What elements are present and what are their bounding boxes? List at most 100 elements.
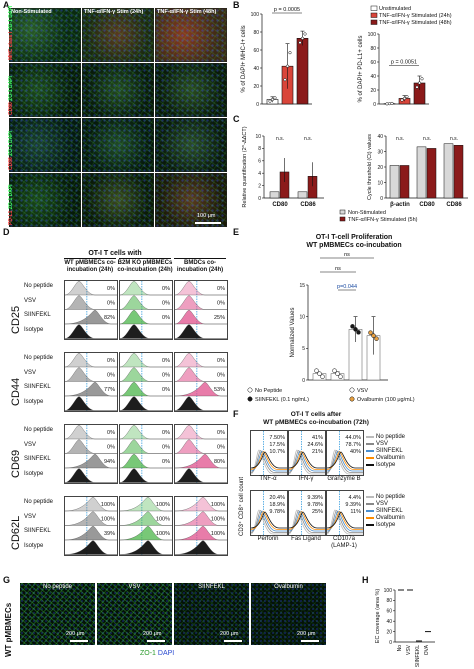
histogram-curve bbox=[65, 396, 117, 411]
percent-label: 77% bbox=[104, 387, 115, 393]
data-point bbox=[417, 81, 422, 85]
panel-f-label: F bbox=[233, 409, 239, 419]
histogram-curve bbox=[65, 425, 117, 440]
micrograph-tile bbox=[251, 583, 326, 645]
panel-a-column-header: Non-Stimulated bbox=[11, 9, 52, 15]
panel-a-column-header: TNF-α/IFN-γ Stim (48h) bbox=[157, 9, 217, 15]
legend-swatch bbox=[370, 19, 378, 25]
panel-d-group-header: WT pMBMECs co-incubation (24h) bbox=[64, 260, 116, 273]
micrograph-tile bbox=[174, 583, 249, 645]
panel-g-column-header: SIINFEKL bbox=[198, 584, 225, 590]
legend-label: SIINFEKL bbox=[376, 448, 403, 454]
micrograph-tile bbox=[155, 173, 227, 227]
panel-f-ylabel: CD3⁺ CD8⁺ cell count bbox=[239, 476, 245, 536]
histogram-svg: 100% 100% 100% bbox=[175, 497, 227, 555]
histogram-curve bbox=[251, 451, 287, 469]
percent-label: 44.0% bbox=[345, 435, 361, 441]
legend-label: Ovalbumin bbox=[376, 455, 405, 461]
legend-label: TNF-α/IFN-γ Stimulated (48h) bbox=[379, 20, 452, 26]
micrograph-tile bbox=[9, 63, 81, 117]
histogram-svg: 20.4%18.9%9.78% bbox=[251, 491, 287, 535]
percent-label: 100% bbox=[101, 502, 115, 508]
legend-swatch bbox=[339, 216, 346, 222]
histogram-curve bbox=[120, 468, 172, 483]
histogram-svg: 100% 100% 100% bbox=[120, 497, 172, 555]
data-point bbox=[320, 374, 325, 379]
dapi-stain-label: DAPI bbox=[157, 650, 175, 657]
histogram-curve bbox=[120, 497, 172, 512]
data-point bbox=[317, 371, 322, 376]
data-point bbox=[420, 77, 424, 81]
histogram-svg: 4.4%9.39%11% bbox=[327, 491, 363, 535]
panel-d-condition-label: No peptide bbox=[24, 499, 54, 505]
histogram-svg: 0% 0% 0% bbox=[120, 425, 172, 483]
panel-h-category: VSV bbox=[406, 644, 412, 655]
group-underline bbox=[119, 258, 171, 259]
data-point bbox=[385, 102, 389, 106]
histogram-curve bbox=[175, 367, 227, 382]
histogram-box: 0% 0% 25% bbox=[174, 280, 228, 340]
percent-label: 53% bbox=[214, 387, 225, 393]
legend-label: SIINFEKL bbox=[376, 508, 403, 514]
legend-marker bbox=[247, 387, 253, 393]
panel-b-ylabel: % of DAPI+ MHC-I+ cells bbox=[241, 25, 247, 92]
panel-b-1-tick-label: 20 bbox=[370, 88, 376, 94]
percent-label: 0% bbox=[107, 373, 115, 379]
bar bbox=[453, 145, 464, 199]
histogram-curve bbox=[65, 540, 117, 555]
legend-label: Non-Stimulated bbox=[348, 210, 386, 216]
legend-swatch bbox=[339, 209, 346, 215]
panel-b-label: B bbox=[233, 0, 240, 10]
histogram-svg: 44.0%78.7%40% bbox=[327, 431, 363, 475]
micrograph-tile bbox=[20, 583, 95, 645]
data-point bbox=[273, 96, 277, 100]
percent-label: 9.39% bbox=[307, 495, 323, 501]
histogram-box: 41% 24.6% 21% bbox=[288, 430, 326, 476]
panel-b-0-tick-label: 40 bbox=[253, 66, 259, 72]
panel-c-charts: 0 2 4 6 8 10 Relative quantification (2^-ΔΔCT)… bbox=[242, 126, 468, 223]
panel-g-column-header: VSV bbox=[128, 584, 141, 590]
legend-label: TNF-α/IFN-γ Stimulated (5h) bbox=[348, 217, 418, 223]
histogram-box: 0% 0% 80% bbox=[174, 424, 228, 484]
percent-label: 0% bbox=[217, 430, 225, 436]
histogram-svg: 0% 0% 53% bbox=[175, 353, 227, 411]
legend-line bbox=[366, 503, 374, 505]
percent-label: 10.7% bbox=[269, 449, 285, 455]
percent-label: 0% bbox=[107, 358, 115, 364]
panel-d-marker-label: CD69 bbox=[10, 449, 22, 478]
micrograph-tile bbox=[9, 8, 81, 62]
histogram-box: 0% 0% 94% bbox=[64, 424, 118, 484]
legend-label: Isotype bbox=[376, 522, 396, 528]
panel-g-column-header: No peptide bbox=[42, 584, 73, 590]
row-marker-label: PD-L1 bbox=[8, 209, 14, 225]
data-point bbox=[402, 96, 407, 100]
panel-b-1-tick-label: 60 bbox=[370, 60, 376, 66]
panel-c-left-tick-label: 4 bbox=[258, 171, 261, 177]
percent-label: 100% bbox=[211, 531, 225, 537]
data-point bbox=[338, 374, 343, 379]
scalebar-label: 200 μm bbox=[66, 631, 85, 637]
legend-label: Unstimulated bbox=[379, 6, 411, 12]
histogram-svg: 0% 0% 0% bbox=[120, 281, 172, 339]
panel-f-marker-label: Perforin bbox=[257, 536, 279, 542]
panel-e-tick-label: 5 bbox=[302, 346, 305, 352]
micrograph-tile bbox=[155, 8, 227, 62]
percent-label: 0% bbox=[162, 387, 170, 393]
panel-c-right-tick-label: 20 bbox=[377, 165, 383, 171]
data-point bbox=[283, 78, 287, 82]
panel-b-1-tick-label: 40 bbox=[370, 74, 376, 80]
percent-label: 0% bbox=[217, 286, 225, 292]
histogram-box: 7.50% 17.5% 10.7% bbox=[250, 430, 288, 476]
legend-line bbox=[366, 496, 374, 498]
percent-label: 11% bbox=[350, 509, 361, 515]
group-underline bbox=[174, 258, 226, 259]
panel-f-marker-label: Granzyme B bbox=[327, 476, 361, 482]
histogram-svg: 0% 0% 80% bbox=[175, 425, 227, 483]
histogram-curve bbox=[175, 497, 227, 512]
panel-d-condition-label: Isotype bbox=[24, 398, 44, 405]
histogram-box: 0% 0% 0% bbox=[119, 280, 173, 340]
panel-d-condition-label: VSV bbox=[24, 441, 37, 448]
percent-label: 0% bbox=[162, 315, 170, 321]
row-stain-label: ZO-1 DAPI bbox=[8, 5, 14, 31]
